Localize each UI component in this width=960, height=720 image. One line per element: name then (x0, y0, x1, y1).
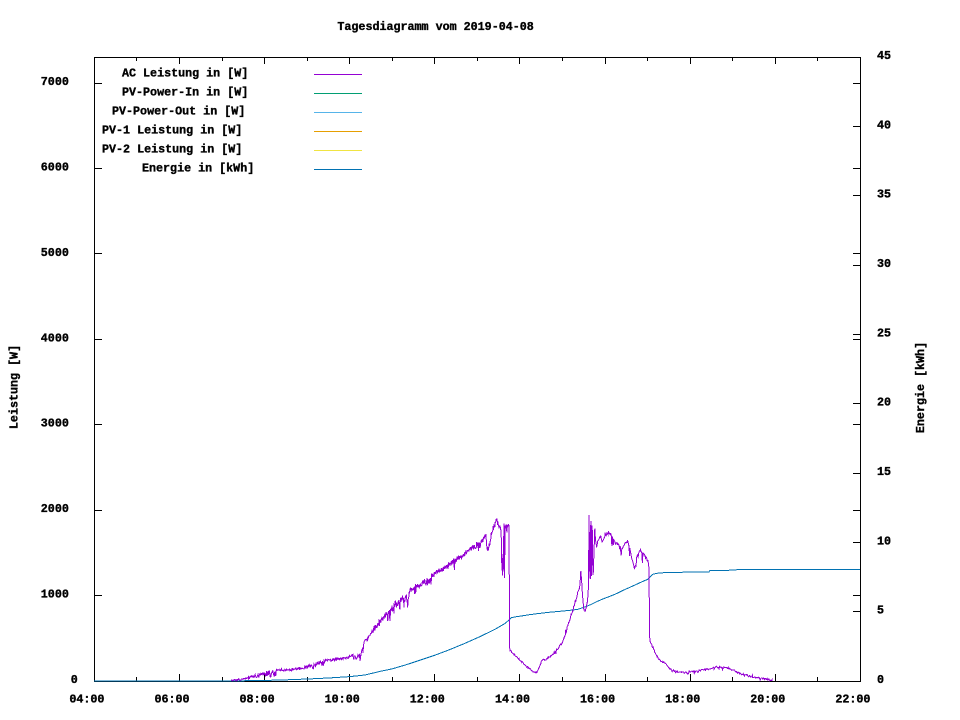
svg-text:06:00: 06:00 (154, 693, 189, 707)
svg-text:Tagesdiagramm vom 2019-04-08: Tagesdiagramm vom 2019-04-08 (337, 20, 533, 34)
svg-text:35: 35 (877, 188, 891, 202)
svg-text:4000: 4000 (41, 331, 69, 345)
svg-text:3000: 3000 (41, 417, 69, 431)
svg-text:Leistung [W]: Leistung [W] (8, 345, 22, 429)
svg-text:18:00: 18:00 (665, 693, 700, 707)
svg-text:25: 25 (877, 326, 891, 340)
svg-text:12:00: 12:00 (410, 693, 445, 707)
svg-text:0: 0 (877, 673, 884, 687)
svg-text:PV-2 Leistung in [W]: PV-2 Leistung in [W] (102, 143, 242, 157)
svg-text:6000: 6000 (41, 160, 69, 174)
svg-text:7000: 7000 (41, 75, 69, 89)
svg-text:10:00: 10:00 (325, 693, 360, 707)
svg-text:30: 30 (877, 257, 891, 271)
svg-text:5000: 5000 (41, 246, 69, 260)
svg-text:AC Leistung in [W]: AC Leistung in [W] (122, 67, 248, 81)
svg-text:16:00: 16:00 (580, 693, 615, 707)
svg-text:5: 5 (877, 604, 884, 618)
svg-text:1000: 1000 (41, 588, 69, 602)
svg-text:14:00: 14:00 (495, 693, 530, 707)
svg-text:22:00: 22:00 (835, 693, 870, 707)
svg-text:20: 20 (877, 396, 891, 410)
svg-text:20:00: 20:00 (750, 693, 785, 707)
svg-text:PV-Power-In in [W]: PV-Power-In in [W] (122, 86, 248, 100)
svg-text:PV-1 Leistung in [W]: PV-1 Leistung in [W] (102, 124, 242, 138)
svg-text:2000: 2000 (41, 502, 69, 516)
svg-text:10: 10 (877, 534, 891, 548)
svg-text:Energie in [kWh]: Energie in [kWh] (142, 162, 254, 176)
svg-text:04:00: 04:00 (69, 693, 104, 707)
svg-text:08:00: 08:00 (240, 693, 275, 707)
svg-text:40: 40 (877, 118, 891, 132)
svg-text:PV-Power-Out in [W]: PV-Power-Out in [W] (112, 105, 245, 119)
svg-text:Energie [kWh]: Energie [kWh] (914, 342, 928, 433)
svg-text:45: 45 (877, 49, 891, 63)
svg-text:0: 0 (71, 673, 78, 687)
svg-text:15: 15 (877, 465, 891, 479)
